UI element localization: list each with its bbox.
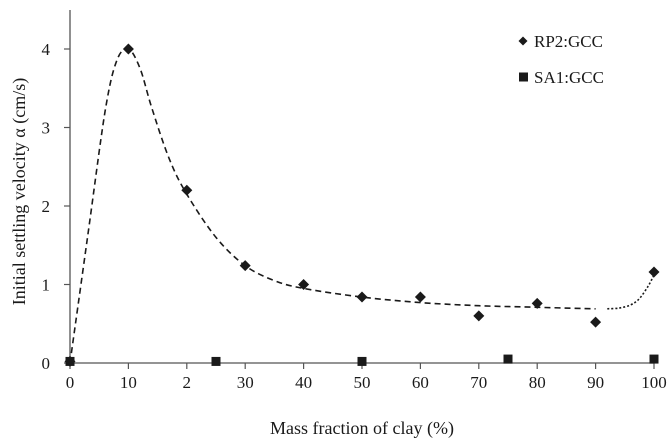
y-tick-label: 2	[42, 197, 51, 216]
dotted-trend-line	[607, 274, 655, 310]
x-tick-label: 80	[529, 373, 546, 392]
legend: RP2:GCC SA1:GCC	[518, 32, 604, 87]
x-tick-label: 10	[120, 373, 137, 392]
point-sa1-gcc	[357, 356, 367, 366]
x-axis-label: Mass fraction of clay (%)	[270, 418, 454, 439]
data-points	[64, 43, 660, 367]
point-sa1-gcc	[649, 354, 659, 364]
point-sa1-gcc	[503, 354, 513, 364]
x-tick-label: 100	[641, 373, 667, 392]
x-tick-label: 2	[183, 373, 192, 392]
point-sa1-gcc	[211, 356, 221, 366]
x-tick-label: 0	[66, 373, 75, 392]
point-sa1-gcc	[65, 356, 75, 366]
x-tick-label: 90	[587, 373, 604, 392]
point-rp2-gcc	[590, 316, 602, 328]
legend-marker-sa1-gcc	[519, 72, 528, 82]
point-rp2-gcc	[239, 260, 251, 272]
dashed-trend-line	[69, 47, 596, 364]
x-tick-label: 60	[412, 373, 429, 392]
point-rp2-gcc	[531, 297, 543, 309]
point-rp2-gcc	[122, 43, 134, 55]
y-tick-label: 0	[42, 354, 51, 373]
y-tick-label: 3	[42, 119, 51, 138]
trend-lines	[69, 47, 655, 364]
x-tick-label: 30	[237, 373, 254, 392]
point-rp2-gcc	[356, 291, 368, 303]
point-rp2-gcc	[414, 291, 426, 303]
point-rp2-gcc	[648, 266, 660, 278]
legend-label-rp2-gcc: RP2:GCC	[534, 32, 603, 51]
y-tick-label: 1	[42, 276, 51, 295]
y-tick-label: 4	[42, 40, 51, 59]
legend-label-sa1-gcc: SA1:GCC	[534, 68, 604, 87]
legend-marker-rp2-gcc	[518, 36, 528, 46]
point-rp2-gcc	[473, 310, 485, 322]
y-axis-label: Initial settling velocity α (cm/s)	[9, 78, 30, 305]
x-tick-label: 50	[354, 373, 371, 392]
point-rp2-gcc	[298, 279, 310, 290]
point-rp2-gcc	[181, 184, 193, 196]
x-tick-label: 40	[295, 373, 312, 392]
x-tick-label: 70	[470, 373, 487, 392]
